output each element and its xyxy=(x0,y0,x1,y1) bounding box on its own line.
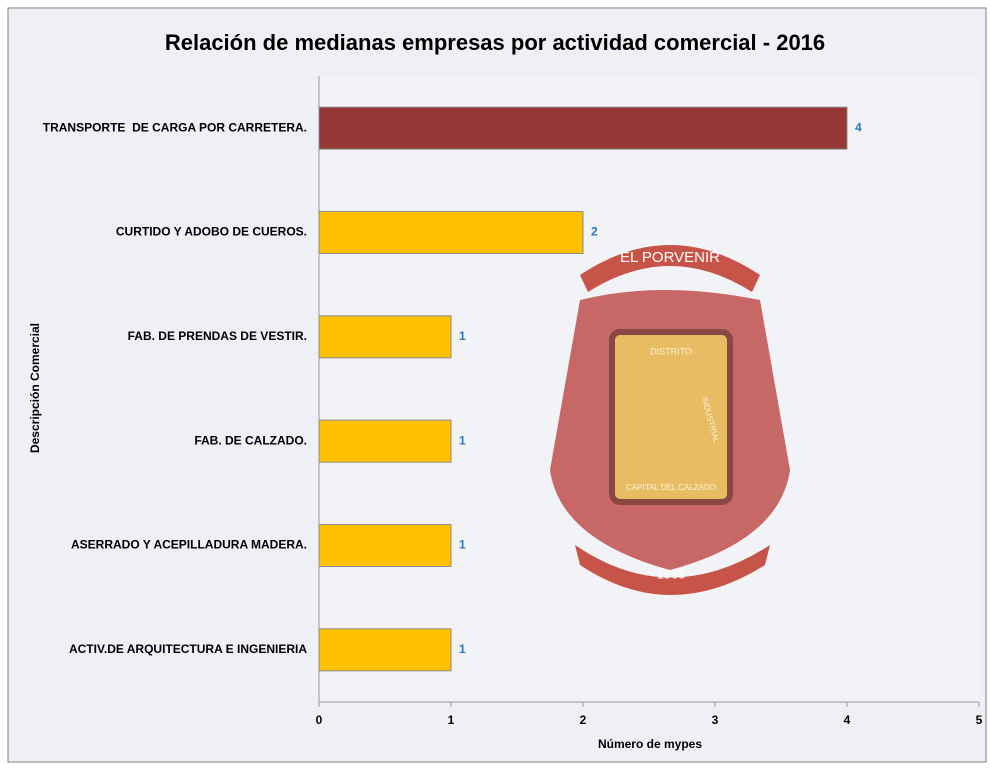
y-tick-label: ACTIV.DE ARQUITECTURA E INGENIERIA xyxy=(69,642,307,656)
y-tick-label: ASERRADO Y ACEPILLADURA MADERA. xyxy=(71,538,307,552)
page: Relación de medianas empresas por activi… xyxy=(0,0,990,767)
x-tick-label: 1 xyxy=(448,713,455,727)
bar xyxy=(319,316,451,358)
bar xyxy=(319,525,451,567)
value-label: 4 xyxy=(855,120,862,134)
emblem-text: DISTRITO xyxy=(650,346,692,356)
x-tick-label: 0 xyxy=(316,713,323,727)
emblem-text: EL PORVENIR xyxy=(620,249,720,266)
bar xyxy=(319,629,451,671)
value-label: 1 xyxy=(459,433,466,447)
x-tick-label: 2 xyxy=(580,713,587,727)
x-axis-label: Número de mypes xyxy=(598,737,702,751)
chart-title: Relación de medianas empresas por activi… xyxy=(165,30,825,55)
x-tick-label: 3 xyxy=(712,713,719,727)
value-label: 2 xyxy=(591,225,598,239)
x-tick-label: 5 xyxy=(976,713,983,727)
y-tick-label: TRANSPORTE DE CARGA POR CARRETERA. xyxy=(43,120,307,134)
emblem-text: 1965 xyxy=(657,566,686,581)
value-label: 1 xyxy=(459,538,466,552)
bar xyxy=(319,212,583,254)
y-tick-label: CURTIDO Y ADOBO DE CUEROS. xyxy=(116,225,307,239)
bar xyxy=(319,107,847,149)
y-axis-label: Descripción Comercial xyxy=(28,323,42,453)
value-label: 1 xyxy=(459,642,466,656)
bar xyxy=(319,420,451,462)
value-label: 1 xyxy=(459,329,466,343)
x-tick-label: 4 xyxy=(844,713,851,727)
chart: Relación de medianas empresas por activi… xyxy=(0,0,990,767)
emblem-text: CAPITAL DEL CALZADO xyxy=(626,483,716,492)
y-tick-label: FAB. DE CALZADO. xyxy=(194,433,307,447)
y-tick-label: FAB. DE PRENDAS DE VESTIR. xyxy=(128,329,307,343)
